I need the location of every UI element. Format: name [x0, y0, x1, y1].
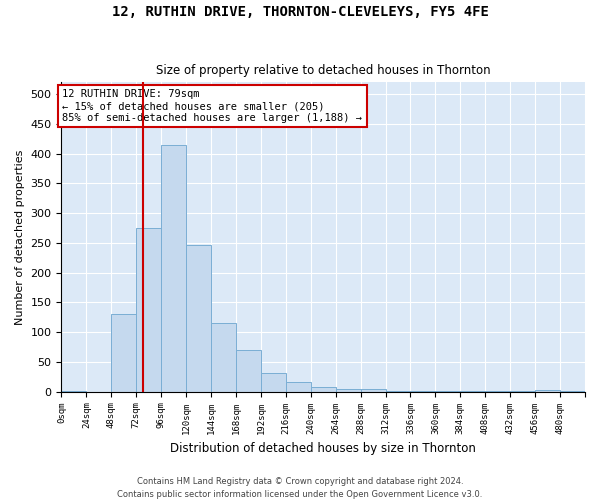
- Bar: [111, 314, 136, 392]
- Y-axis label: Number of detached properties: Number of detached properties: [15, 150, 25, 324]
- Bar: [335, 388, 361, 392]
- Text: 12, RUTHIN DRIVE, THORNTON-CLEVELEYS, FY5 4FE: 12, RUTHIN DRIVE, THORNTON-CLEVELEYS, FY…: [112, 5, 488, 19]
- Bar: [535, 390, 560, 392]
- Text: Contains HM Land Registry data © Crown copyright and database right 2024.
Contai: Contains HM Land Registry data © Crown c…: [118, 478, 482, 499]
- Bar: [386, 390, 410, 392]
- Bar: [161, 145, 186, 392]
- Bar: [136, 228, 161, 392]
- Bar: [361, 388, 386, 392]
- Bar: [436, 390, 460, 392]
- Bar: [460, 390, 485, 392]
- Bar: [560, 390, 585, 392]
- Bar: [186, 244, 211, 392]
- Bar: [510, 390, 535, 392]
- X-axis label: Distribution of detached houses by size in Thornton: Distribution of detached houses by size …: [170, 442, 476, 455]
- Bar: [261, 372, 286, 392]
- Bar: [211, 324, 236, 392]
- Bar: [61, 390, 86, 392]
- Bar: [410, 390, 436, 392]
- Title: Size of property relative to detached houses in Thornton: Size of property relative to detached ho…: [156, 64, 491, 77]
- Bar: [286, 382, 311, 392]
- Bar: [311, 387, 335, 392]
- Bar: [236, 350, 261, 392]
- Text: 12 RUTHIN DRIVE: 79sqm
← 15% of detached houses are smaller (205)
85% of semi-de: 12 RUTHIN DRIVE: 79sqm ← 15% of detached…: [62, 90, 362, 122]
- Bar: [485, 390, 510, 392]
